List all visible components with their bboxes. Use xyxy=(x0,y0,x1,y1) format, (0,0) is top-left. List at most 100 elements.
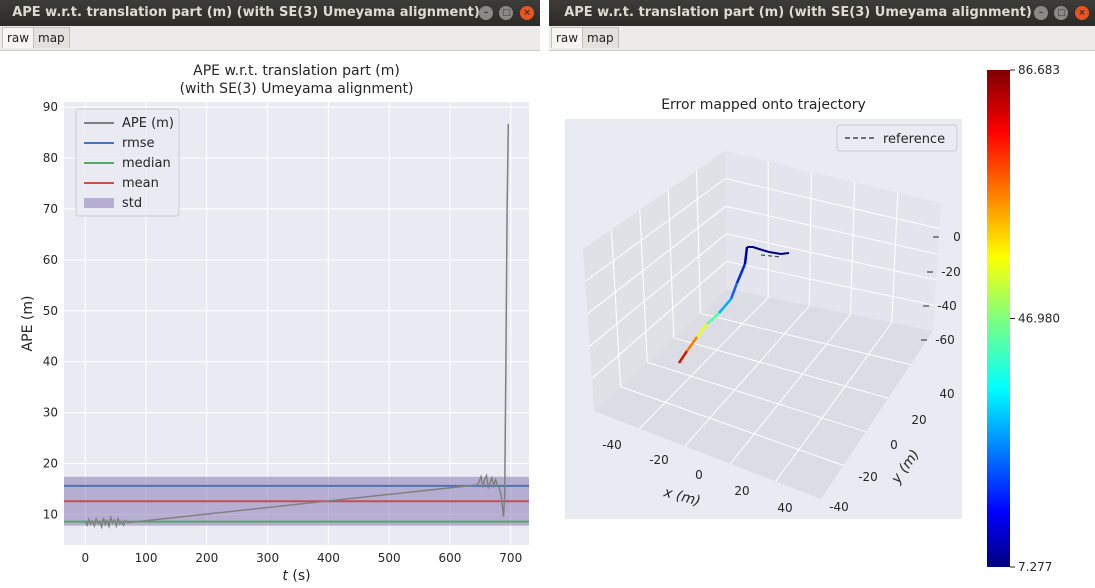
maximize-button[interactable]: □ xyxy=(1054,6,1069,20)
trajectory-segment xyxy=(696,323,708,338)
x-tick-label: 500 xyxy=(378,551,401,565)
tab-bar: raw map xyxy=(0,26,540,51)
trajectory-segment xyxy=(729,282,739,300)
close-button[interactable]: × xyxy=(520,6,534,20)
z-tick-label: -40 xyxy=(937,299,957,313)
x-tick-label: 700 xyxy=(499,551,522,565)
y-tick-label: 40 xyxy=(939,387,954,401)
legend-label: APE (m) xyxy=(122,116,174,131)
window-controls: – □ × xyxy=(477,6,534,20)
legend-label: std xyxy=(122,196,142,211)
legend-box xyxy=(75,108,180,217)
x-tick-label: 300 xyxy=(256,551,279,565)
x-tick-label: 40 xyxy=(777,501,792,515)
tab-bar: raw map xyxy=(549,26,1095,51)
ape-series-line xyxy=(84,123,510,530)
grid-line xyxy=(729,313,851,465)
grid-line xyxy=(589,233,727,347)
tab-map[interactable]: map xyxy=(582,27,619,48)
y-tick-label: 0 xyxy=(890,438,898,452)
window-titlebar[interactable]: APE w.r.t. translation part (m) (with SE… xyxy=(0,0,540,26)
x-tick-label: 600 xyxy=(439,551,462,565)
grid-line xyxy=(725,178,940,230)
minimize-button[interactable]: – xyxy=(478,6,493,20)
x-tick-label: -20 xyxy=(649,453,669,467)
colorbar-tick-label: 46.980 xyxy=(1018,312,1060,326)
legend-box xyxy=(836,124,958,152)
y-axis-label: APE (m) xyxy=(20,296,36,352)
left-window: APE w.r.t. translation part (m) (with SE… xyxy=(0,0,540,588)
grid-line xyxy=(684,305,810,447)
x-axis-label: t (s) xyxy=(282,568,310,584)
x-tick-label: 0 xyxy=(695,468,703,482)
window-titlebar[interactable]: APE w.r.t. translation part (m) (with SE… xyxy=(549,0,1095,26)
grid-line xyxy=(726,260,935,306)
trajectory-segment xyxy=(706,312,720,325)
grid-line xyxy=(639,209,648,363)
trajectory-segment xyxy=(735,263,747,284)
close-icon: × xyxy=(1078,8,1086,18)
window-controls: – □ × xyxy=(1032,6,1089,20)
chart-title: Error mapped onto trajectory xyxy=(661,97,866,113)
x-tick-label: 200 xyxy=(195,551,218,565)
x-axis-label-unit: (s) xyxy=(288,568,311,584)
grid-line xyxy=(591,261,727,379)
right-window: APE w.r.t. translation part (m) (with SE… xyxy=(549,0,1095,588)
grid-line xyxy=(584,178,726,282)
window-title: APE w.r.t. translation part (m) (with SE… xyxy=(12,5,480,20)
minimize-icon: – xyxy=(483,8,489,18)
minimize-icon: – xyxy=(1038,8,1044,18)
grid-line xyxy=(726,233,937,281)
y-tick-label: 20 xyxy=(43,457,58,471)
x-axis-label-var: t xyxy=(282,568,288,584)
y-tick-label: 70 xyxy=(43,202,58,216)
maximize-button[interactable]: □ xyxy=(499,6,514,20)
z-tick-label: -20 xyxy=(941,265,961,279)
floor-pane xyxy=(594,289,933,499)
colorbar-tick-label: 7.277 xyxy=(1018,560,1052,574)
y-tick-label: 60 xyxy=(43,253,58,267)
x-tick-label: 400 xyxy=(317,551,340,565)
trajectory-segment xyxy=(685,336,699,352)
grid-line xyxy=(775,322,893,482)
grid-line xyxy=(808,171,812,306)
x-tick-label: 100 xyxy=(135,551,158,565)
close-button[interactable]: × xyxy=(1075,6,1089,20)
x-tick-label: -40 xyxy=(602,438,622,452)
y-tick-label: -20 xyxy=(858,470,878,484)
trajectory-segment xyxy=(747,246,790,256)
minimize-button[interactable]: – xyxy=(1033,6,1048,20)
chart-subtitle: (with SE(3) Umeyama alignment) xyxy=(180,81,414,97)
y-tick-label: 40 xyxy=(43,355,58,369)
legend-label: reference xyxy=(883,132,945,147)
grid-line xyxy=(891,192,899,323)
trajectory-segment xyxy=(743,246,749,265)
trajectory-segment xyxy=(677,350,689,364)
x-tick-label: 0 xyxy=(81,551,89,565)
y-tick-label: 20 xyxy=(911,413,926,427)
legend-label: median xyxy=(122,156,171,171)
y-tick-label: 30 xyxy=(43,406,58,420)
maximize-icon: □ xyxy=(502,8,511,18)
tab-raw[interactable]: raw xyxy=(551,27,584,48)
colorbar xyxy=(987,70,1010,567)
window-title: APE w.r.t. translation part (m) (with SE… xyxy=(564,5,1032,20)
y-tick-label: 10 xyxy=(43,507,58,521)
grid-line xyxy=(610,229,622,387)
grid-line xyxy=(700,312,911,366)
tab-raw[interactable]: raw xyxy=(2,27,35,48)
maximize-icon: □ xyxy=(1057,8,1066,18)
tab-map[interactable]: map xyxy=(33,27,70,48)
ape-plot: 0 100 200 300 400 500 600 700 10 20 30 40 50 60 70 80 90… xyxy=(20,63,529,584)
colorbar-tick-label: 86.683 xyxy=(1018,63,1060,77)
x-tick-label: 20 xyxy=(734,484,749,498)
trajectory-segment xyxy=(718,298,732,314)
z-tick-label: -60 xyxy=(935,333,955,347)
reference-line xyxy=(760,254,782,258)
grid-line xyxy=(673,337,889,399)
grid-line xyxy=(850,182,856,315)
legend-label: mean xyxy=(122,176,159,191)
grid-line xyxy=(696,170,701,314)
grid-line xyxy=(725,205,938,255)
grid-line xyxy=(620,386,844,466)
